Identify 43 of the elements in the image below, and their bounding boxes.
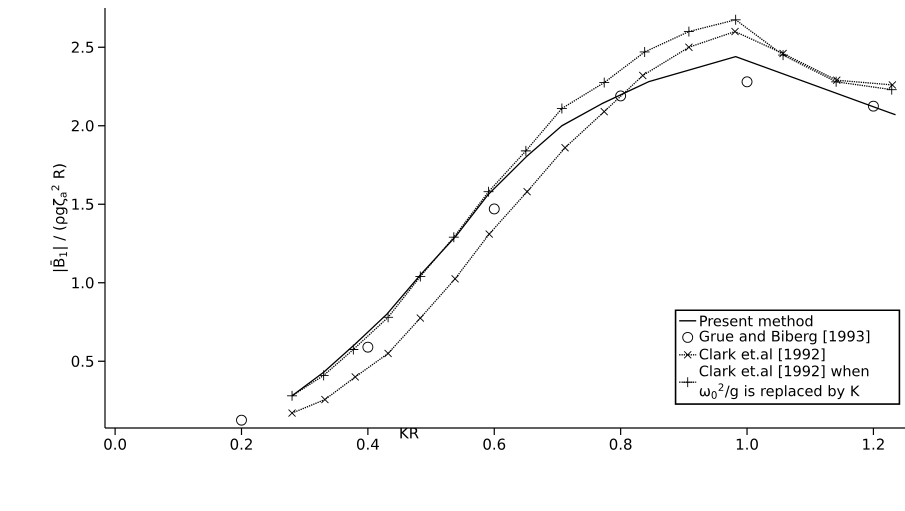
x-tick-label: 0.2: [230, 438, 252, 450]
point: [868, 100, 879, 112]
point: [731, 28, 739, 36]
x-tick-label: 0.8: [610, 438, 632, 450]
x-tick-label: 0.0: [104, 438, 126, 450]
x-tick-label: 1.2: [863, 438, 884, 450]
point: [684, 43, 693, 52]
point: [600, 108, 608, 116]
point: [320, 396, 329, 404]
point: [638, 72, 647, 80]
point: [779, 50, 788, 58]
legend-label: Grue and Biberg [1993]: [700, 330, 870, 344]
y-tick-label: 2.5: [72, 42, 94, 53]
point: [832, 76, 841, 84]
y-tick-label: 2.0: [72, 120, 94, 132]
legend-label: Clark et.al [1992]: [700, 348, 825, 362]
point: [362, 342, 374, 353]
y-tick-label: 0.5: [72, 356, 94, 367]
point: [615, 90, 626, 102]
point: [561, 144, 570, 152]
point: [236, 414, 247, 426]
x-tick-label: 0.6: [483, 438, 506, 450]
x-tick-label: 1.0: [736, 438, 758, 450]
y-tick-label: 1.5: [72, 198, 94, 210]
point: [288, 409, 296, 418]
point: [730, 14, 742, 26]
y-tick-label: 1.0: [72, 277, 94, 288]
legend-label: Clark et.al [1992] when ω$_{0}$$^{2}$/g is replaced by K: [700, 365, 868, 400]
point: [382, 312, 394, 323]
point: [351, 373, 360, 381]
point: [523, 188, 532, 196]
point: [886, 84, 898, 96]
point: [416, 314, 424, 322]
point: [485, 230, 494, 238]
point: [742, 76, 752, 88]
legend-label: Present method: [700, 315, 812, 326]
point: [520, 145, 532, 156]
y-axis-title: |B̄$_{1}$| / (ρgζ$_{a}$$^{2}$ R): [50, 164, 68, 272]
x-tick-label: 0.4: [356, 438, 379, 450]
point: [384, 349, 392, 358]
point: [451, 274, 460, 283]
point: [488, 204, 500, 214]
point: [448, 232, 460, 243]
